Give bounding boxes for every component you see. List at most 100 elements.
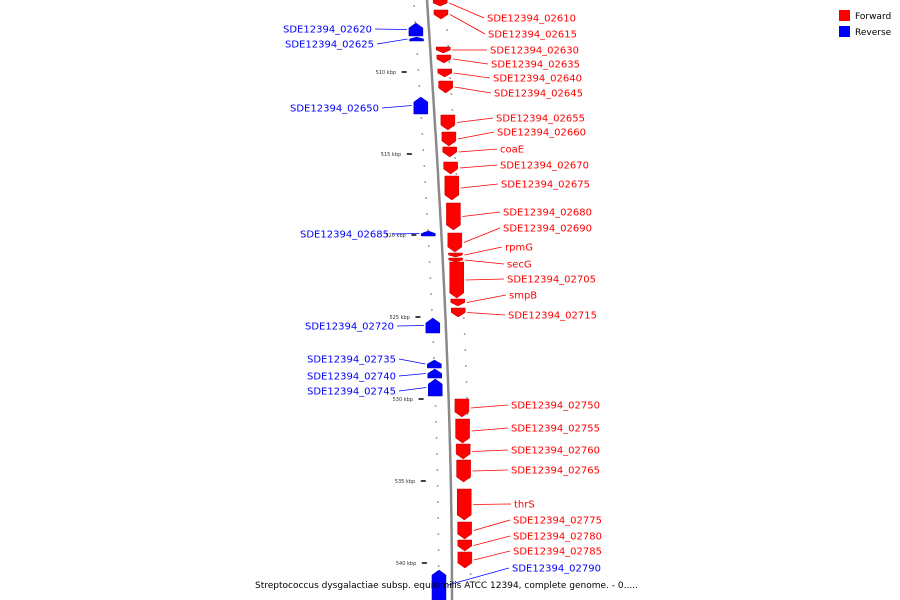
kbp-tick-label: 535 kbp [395,479,415,485]
forward-gene-arrow[interactable] [457,551,473,569]
forward-gene-label[interactable]: smpB [509,291,537,302]
forward-gene-leader [449,2,485,19]
reverse-gene-label[interactable]: SDE12394_02650 [290,104,379,115]
forward-gene-label[interactable]: SDE12394_02765 [511,466,600,477]
forward-gene-label[interactable]: SDE12394_02660 [497,128,586,139]
forward-gene-arrow[interactable] [433,9,449,20]
forward-gene-label[interactable]: SDE12394_02670 [500,161,589,172]
kbp-ticks: 510 kbp 515 kbp 520 kbp 525 kbp 530 kbp 535 k… [376,70,427,567]
forward-gene-arrow[interactable] [455,418,470,444]
forward-gene-arrow[interactable] [457,539,472,552]
forward-gene-leader [466,294,507,303]
forward-gene-label[interactable]: SDE12394_02645 [494,89,583,100]
forward-gene-label[interactable]: SDE12394_02715 [508,311,597,322]
forward-gene-arrow[interactable] [450,298,466,307]
forward-gene-arrow[interactable] [450,307,466,318]
forward-gene-arrow[interactable] [456,459,471,483]
forward-gene-arrow[interactable] [448,257,463,263]
reverse-gene-label[interactable]: SDE12394_02685 [300,230,389,241]
genome-backbone [425,0,454,600]
forward-gene-arrow[interactable] [442,146,457,158]
forward-gene-label[interactable]: SDE12394_02630 [490,46,579,57]
forward-gene-label[interactable]: rpmG [505,243,533,254]
kbp-tick-label: 530 kbp [393,397,413,403]
reverse-gene-label[interactable]: SDE12394_02625 [285,40,374,51]
forward-gene-label[interactable]: SDE12394_02760 [511,446,600,457]
reverse-gene-arrow[interactable] [409,36,424,42]
forward-gene-label[interactable]: SDE12394_02690 [503,224,592,235]
forward-gene-leader [456,117,494,123]
reverse-gene-label[interactable]: SDE12394_02790 [512,564,601,575]
forward-gene-leader [471,427,509,432]
forward-gene-label[interactable]: SDE12394_02705 [507,275,596,286]
reverse-gene-arrow[interactable] [427,378,443,397]
forward-gene-leader [449,14,486,35]
forward-gene-arrow[interactable] [457,521,472,540]
forward-gene-leader [473,519,511,531]
forward-gene-arrow[interactable] [440,114,456,131]
forward-gene-label[interactable]: SDE12394_02780 [513,532,602,543]
reverse-gene-arrow[interactable] [425,317,441,334]
forward-gene-arrow[interactable] [432,0,448,7]
forward-gene-label[interactable]: SDE12394_02750 [511,401,600,412]
forward-gene-label[interactable]: SDE12394_02675 [501,180,590,191]
kbp-tick-label: 540 kbp [396,561,416,567]
forward-gene-arrow[interactable] [446,202,461,231]
forward-gene-label[interactable]: SDE12394_02615 [488,30,577,41]
forward-gene-arrow[interactable] [436,54,452,64]
forward-gene-label[interactable]: SDE12394_02655 [496,114,585,125]
reverse-gene-leader [396,325,424,327]
forward-gene-arrow[interactable] [438,80,453,94]
forward-gene-label[interactable]: SDE12394_02785 [513,547,602,558]
reverse-gene-arrow[interactable] [431,569,447,600]
forward-gene-arrow[interactable] [454,398,470,418]
kbp-tick-label: 515 kbp [381,152,401,158]
forward-gene-leader [453,72,491,79]
reverse-gene-label[interactable]: SDE12394_02620 [283,25,372,36]
forward-gene-leader [459,164,498,169]
forward-gene-arrow[interactable] [441,131,457,147]
forward-gene-leader [460,183,499,189]
forward-gene-label[interactable]: thrS [514,500,535,511]
reverse-gene-arrow[interactable] [427,359,442,369]
forward-gene-leader [473,535,511,546]
forward-gene-arrow[interactable] [448,252,463,258]
reverse-gene-arrow[interactable] [413,96,429,115]
reverse-gene-arrow[interactable] [427,368,442,379]
reverse-gene-label[interactable]: SDE12394_02735 [307,355,396,366]
forward-gene-leader [462,211,501,217]
reverse-gene-label[interactable]: SDE12394_02720 [305,322,394,333]
reverse-gene-leader [398,358,426,365]
forward-gene-leader [463,227,501,243]
forward-gene-label[interactable]: SDE12394_02775 [513,516,602,527]
forward-gene-label[interactable]: coaE [500,145,524,156]
forward-gene-label[interactable]: SDE12394_02635 [491,60,580,71]
forward-gene-arrow[interactable] [456,488,472,521]
forward-gene-leader [472,449,509,452]
forward-gene-label[interactable]: SDE12394_02640 [493,74,582,85]
forward-gene-label[interactable]: SDE12394_02755 [511,424,600,435]
forward-gene-arrow[interactable] [436,46,451,54]
forward-gene-arrow[interactable] [455,443,471,460]
forward-gene-label[interactable]: secG [507,260,532,271]
forward-gene-leader [457,131,495,140]
forward-gene-leader [464,246,503,256]
gene-labels: SDE12394_02610 SDE12394_02615 SDE12394_026… [283,2,602,586]
genome-caption: Streptococcus dysgalactiae subsp. equisi… [255,581,638,591]
forward-gene-leader [473,550,511,561]
forward-gene-label[interactable]: SDE12394_02680 [503,208,592,219]
forward-gene-label[interactable]: SDE12394_02610 [487,14,576,25]
reverse-gene-label[interactable]: SDE12394_02740 [307,372,396,383]
forward-gene-arrow[interactable] [443,161,458,175]
reverse-gene-arrow[interactable] [408,22,424,37]
forward-gene-arrow[interactable] [449,261,464,299]
forward-gene-leader [464,259,505,265]
reverse-gene-label[interactable]: SDE12394_02745 [307,387,396,398]
forward-gene-arrow[interactable] [447,232,463,253]
forward-gene-arrow[interactable] [437,68,452,78]
reverse-gene-leader [398,387,427,392]
forward-gene-arrow[interactable] [444,175,460,201]
reverse-gene-arrow[interactable] [421,230,436,237]
reverse-gene-leader [447,567,510,586]
